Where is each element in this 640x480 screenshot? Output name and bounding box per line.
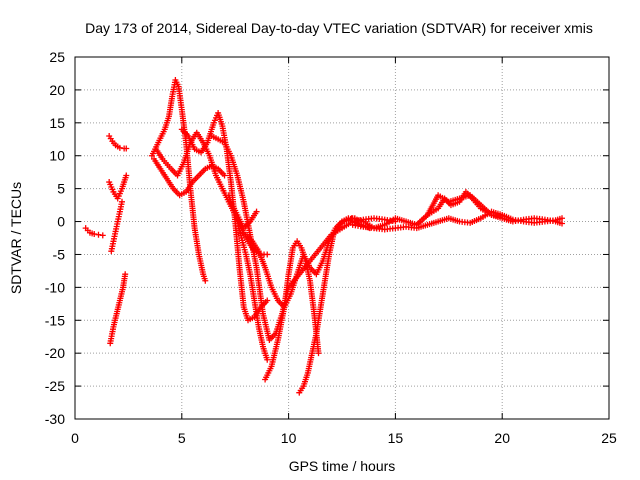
series-arc-7 bbox=[151, 156, 228, 199]
data-point bbox=[264, 356, 271, 363]
y-tick-label: -5 bbox=[53, 246, 66, 262]
series-arc-5 bbox=[107, 271, 129, 347]
plot-data bbox=[82, 77, 566, 396]
y-tick-label: 5 bbox=[57, 181, 65, 197]
y-tick-label: 15 bbox=[49, 115, 65, 131]
x-tick-label: 10 bbox=[281, 430, 297, 446]
data-point bbox=[122, 271, 129, 278]
series-arc-2 bbox=[106, 132, 130, 152]
series-arc-3 bbox=[106, 172, 130, 202]
y-tick-label: 10 bbox=[49, 148, 65, 164]
series-arc-19 bbox=[413, 188, 566, 228]
y-tick-label: 0 bbox=[57, 214, 65, 230]
data-point bbox=[123, 172, 130, 179]
y-tick-label: -10 bbox=[45, 279, 65, 295]
y-tick-label: -20 bbox=[45, 345, 65, 361]
data-point bbox=[116, 144, 123, 151]
y-tick-label: 20 bbox=[49, 82, 65, 98]
y-tick-label: 25 bbox=[49, 49, 65, 65]
series-arc-12 bbox=[227, 198, 260, 232]
data-point bbox=[559, 215, 566, 222]
y-tick-label: -30 bbox=[45, 411, 65, 427]
plot-frame bbox=[74, 56, 610, 420]
axis-ticks: 0 5 10 15 20 25 -30 -25 -20 -15 -10 -5 0 5 10 15 20 25 bbox=[45, 49, 617, 446]
data-point bbox=[559, 220, 566, 227]
data-point bbox=[95, 231, 102, 238]
data-point bbox=[264, 297, 271, 304]
x-tick-label: 0 bbox=[71, 430, 79, 446]
data-point bbox=[315, 350, 322, 357]
x-axis-label: GPS time / hours bbox=[289, 458, 396, 474]
x-tick-label: 25 bbox=[601, 430, 617, 446]
series-arc-15 bbox=[296, 216, 373, 396]
y-axis-label: SDTVAR / TECUs bbox=[8, 182, 24, 294]
chart-title: Day 173 of 2014, Sidereal Day-to-day VTE… bbox=[85, 20, 593, 36]
data-point bbox=[118, 198, 125, 205]
y-tick-label: -25 bbox=[45, 378, 65, 394]
y-tick-label: -15 bbox=[45, 312, 65, 328]
series-arc-8 bbox=[153, 129, 271, 258]
data-point bbox=[91, 231, 98, 238]
data-point bbox=[202, 277, 209, 284]
data-point bbox=[123, 145, 130, 152]
data-point bbox=[221, 172, 228, 179]
data-point bbox=[264, 251, 271, 258]
series-arc-4 bbox=[108, 198, 125, 255]
series-arc-6 bbox=[148, 77, 209, 284]
series-arc-1 bbox=[82, 225, 106, 239]
x-tick-label: 5 bbox=[178, 430, 186, 446]
data-point bbox=[99, 232, 106, 239]
gridlines bbox=[75, 57, 609, 419]
x-tick-label: 20 bbox=[494, 430, 510, 446]
x-tick-label: 15 bbox=[388, 430, 404, 446]
data-point bbox=[253, 208, 260, 215]
